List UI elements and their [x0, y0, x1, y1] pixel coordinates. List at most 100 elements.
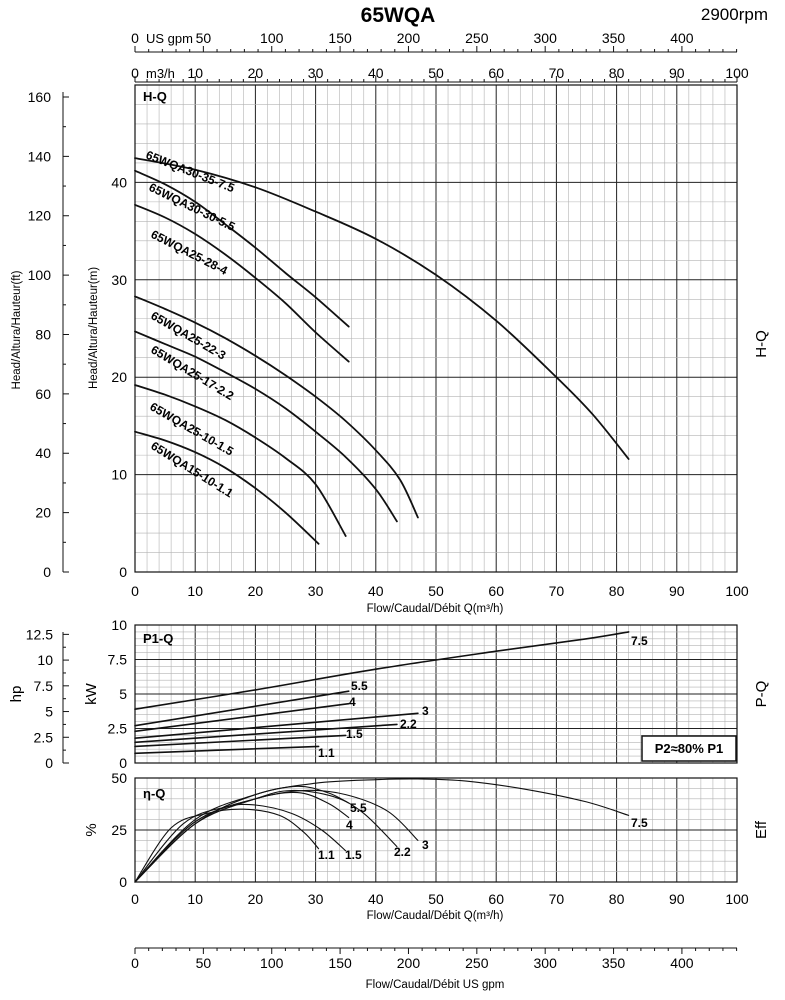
eta-x-tick-label: 40 [368, 891, 384, 907]
bottom-gpm-tick-label: 100 [260, 955, 284, 971]
hq-x-tick-label: 40 [368, 583, 384, 599]
pq-curve-label: 2.2 [400, 717, 417, 731]
top-gpm-tick-label: 350 [602, 30, 626, 46]
hq-ft-tick-label: 140 [28, 148, 52, 164]
pq-note: P2≈80% P1 [655, 741, 724, 756]
eta-curve-1_1 [134, 808, 320, 883]
hq-x-tick-label: 70 [549, 583, 565, 599]
eta-x-tick-label: 90 [669, 891, 685, 907]
top-m3h-tick-label: 10 [187, 65, 203, 81]
pq-hp-tick-label: 5 [45, 704, 53, 720]
eta-x-tick-label: 100 [725, 891, 749, 907]
hq-curve-65WQA25-28-4 [134, 203, 350, 363]
top-m3h-tick-label: 100 [725, 65, 749, 81]
eta-y-axis-label: % [83, 823, 100, 836]
bottom-gpm-tick-label: 200 [397, 955, 421, 971]
hq-x-tick-label: 80 [609, 583, 625, 599]
hq-x-tick-label: 30 [308, 583, 324, 599]
eta-y-tick-label: 0 [119, 874, 127, 890]
pq-curve-2_2 [134, 723, 398, 744]
top-gpm-tick-label: 200 [397, 30, 421, 46]
chart-title: 65WQA [361, 4, 436, 27]
pq-y-tick-label: 10 [111, 617, 127, 633]
pq-hp-tick-label: 10 [37, 652, 53, 668]
pq-y-axis-label: kW [83, 682, 100, 705]
top-gpm-tick-label: 50 [196, 30, 212, 46]
hq-curve-65WQA15-10-1_1 [134, 430, 320, 545]
hq-ft-tick-label: 80 [35, 326, 51, 342]
eta-y-tick-label: 25 [111, 822, 127, 838]
bottom-gpm-tick-label: 300 [534, 955, 558, 971]
pq-curve-label: 1.5 [346, 727, 363, 741]
pq-curve-1_1 [134, 745, 320, 755]
pq-curve-5_5 [134, 690, 350, 727]
top-m3h-tick-label: 40 [368, 65, 384, 81]
hq-x-tick-label: 50 [428, 583, 444, 599]
hq-ft-tick-label: 160 [28, 89, 52, 105]
pq-y-tick-label: 0 [119, 755, 127, 771]
pq-curve-4 [134, 702, 350, 733]
hq-curve-65WQA25-10-1_5 [134, 384, 347, 537]
eta-plot-frame [134, 777, 738, 883]
bottom-gpm-tick-label: 250 [465, 955, 489, 971]
pq-hp-axis-label: hp [8, 686, 25, 703]
hq-ft-axis-label: Head/Altura/Hauteur(ft) [11, 270, 23, 389]
top-m3h-tick-label: 50 [428, 65, 444, 81]
hq-x-tick-label: 100 [725, 583, 749, 599]
hq-ft-tick-label: 100 [28, 267, 52, 283]
eta-x-tick-label: 70 [549, 891, 565, 907]
eta-curve-5_5 [134, 785, 350, 883]
pq-y-tick-label: 5 [119, 686, 127, 702]
top-m3h-tick-label: 0 [131, 65, 139, 81]
top-m3h-tick-label: 80 [609, 65, 625, 81]
pq-curve-3 [134, 712, 419, 739]
speed-label: 2900rpm [701, 5, 768, 24]
pq-plot-frame [134, 624, 738, 764]
eta-curve-1_5 [134, 803, 347, 883]
hq-x-tick-label: 60 [488, 583, 504, 599]
top-m3h-tick-label: 60 [488, 65, 504, 81]
eta-x-tick-label: 20 [248, 891, 264, 907]
top-gpm-unit: US gpm [146, 31, 193, 46]
hq-plot-frame [134, 84, 738, 573]
eta-x-tick-label: 80 [609, 891, 625, 907]
eta-curve-2_2 [134, 789, 398, 883]
eta-x-tick-label: 10 [187, 891, 203, 907]
hq-curve-65WQA30-35-7_5 [134, 157, 630, 460]
pq-hp-tick-label: 0 [45, 755, 53, 771]
eta-curve-7_5 [134, 778, 630, 883]
hq-x-axis-label: Flow/Caudal/Débit Q(m³/h) [367, 603, 504, 615]
top-gpm-tick-label: 0 [131, 30, 139, 46]
pq-curve-label: 7.5 [631, 634, 648, 648]
top-m3h-tick-label: 90 [669, 65, 685, 81]
pq-curve-label: 3 [422, 704, 429, 718]
hq-x-tick-label: 90 [669, 583, 685, 599]
hq-y-tick-label: 0 [119, 564, 127, 580]
eta-curve-label: 1.1 [318, 848, 335, 862]
eta-curve-label: 3 [422, 838, 429, 852]
pq-curve-7_5 [134, 631, 630, 710]
eta-x-tick-label: 60 [488, 891, 504, 907]
eta-curve-label: 1.5 [345, 848, 362, 862]
pq-curve-1_5 [134, 734, 347, 748]
hq-y-tick-label: 10 [111, 467, 127, 483]
top-m3h-tick-label: 30 [308, 65, 324, 81]
eta-y-tick-label: 50 [111, 770, 127, 786]
top-gpm-tick-label: 150 [328, 30, 352, 46]
top-m3h-tick-label: 20 [248, 65, 264, 81]
hq-ft-tick-label: 0 [43, 564, 51, 580]
hq-curve-65WQA30-30-5_5 [134, 169, 350, 328]
eta-panel-label: η-Q [143, 786, 165, 801]
hq-x-tick-label: 0 [131, 583, 139, 599]
pq-curve-label: 4 [349, 695, 356, 709]
bottom-gpm-tick-label: 350 [602, 955, 626, 971]
pq-hp-tick-label: 12.5 [26, 626, 53, 642]
bottom-gpm-tick-label: 400 [670, 955, 694, 971]
hq-ft-tick-label: 120 [28, 208, 52, 224]
hq-side-label: H-Q [753, 330, 770, 358]
pq-panel-label: P1-Q [143, 631, 173, 646]
hq-y-tick-label: 30 [111, 272, 127, 288]
pq-y-tick-label: 7.5 [108, 652, 128, 668]
eta-x-axis-label: Flow/Caudal/Débit Q(m³/h) [367, 910, 504, 922]
hq-curve-label: 65WQA25-28-4 [149, 227, 231, 278]
